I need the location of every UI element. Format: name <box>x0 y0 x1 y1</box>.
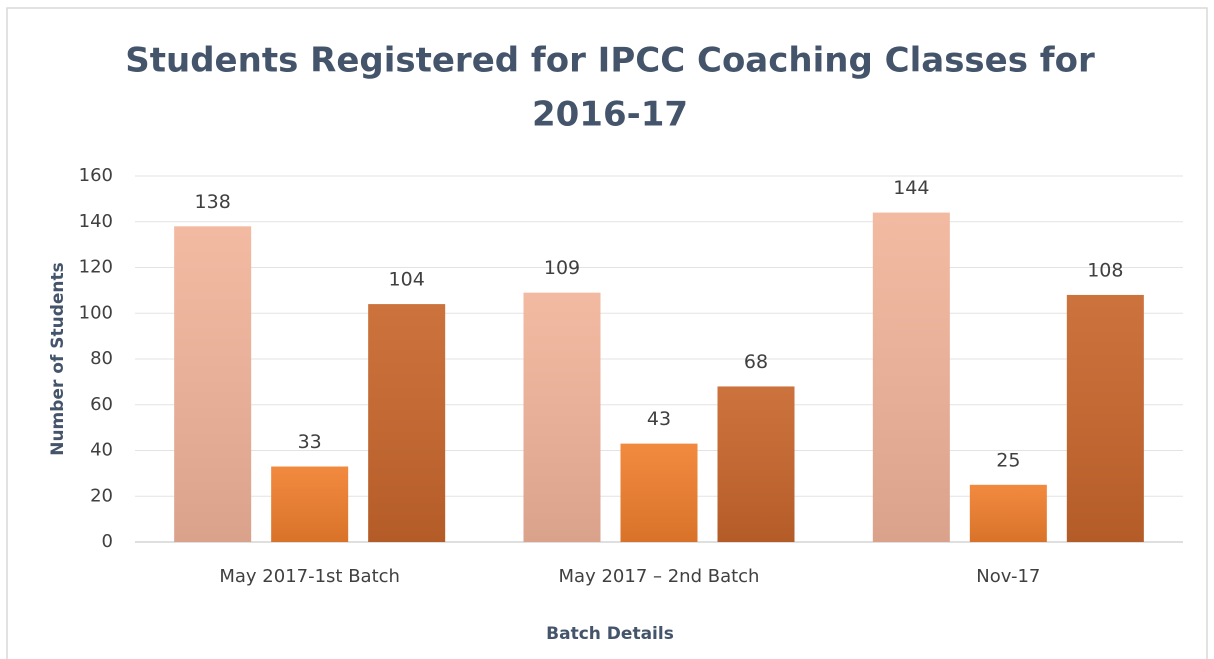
value-label: 104 <box>389 269 425 291</box>
value-label: 43 <box>647 408 671 430</box>
bar-shade <box>174 226 252 542</box>
bar-shade <box>271 466 349 542</box>
y-tick-label: 20 <box>90 485 113 506</box>
y-axis-label: Number of Students <box>48 262 68 456</box>
y-tick-label: 40 <box>90 440 113 461</box>
y-tick-label: 0 <box>102 531 113 552</box>
y-tick-label: 100 <box>79 302 113 323</box>
x-axis-label: Batch Details <box>546 624 674 644</box>
bar-shade <box>969 484 1047 542</box>
bar-shade <box>872 212 950 542</box>
y-tick-label: 160 <box>79 165 113 186</box>
bar-shade <box>620 443 698 542</box>
value-label: 33 <box>298 431 322 453</box>
x-tick-label: May 2017-1st Batch <box>219 566 400 587</box>
y-tick-label: 140 <box>79 211 113 232</box>
chart-title: Students Registered for IPCC Coaching Cl… <box>125 41 1095 81</box>
y-tick-label: 120 <box>79 257 113 278</box>
value-label: 138 <box>195 191 231 213</box>
value-label: 108 <box>1087 259 1123 281</box>
chart-title: 2016-17 <box>532 95 688 135</box>
bar-shade <box>368 304 446 542</box>
bar-shade <box>1066 294 1144 542</box>
y-tick-label: 80 <box>90 348 113 369</box>
value-label: 25 <box>996 449 1020 471</box>
value-label: 144 <box>893 177 929 199</box>
x-tick-label: Nov-17 <box>976 566 1040 587</box>
bar-shade <box>523 292 601 542</box>
value-label: 109 <box>544 257 580 279</box>
y-tick-label: 60 <box>90 394 113 415</box>
value-label: 68 <box>744 351 768 373</box>
bar-shade <box>717 386 795 542</box>
x-tick-label: May 2017 – 2nd Batch <box>559 566 760 587</box>
